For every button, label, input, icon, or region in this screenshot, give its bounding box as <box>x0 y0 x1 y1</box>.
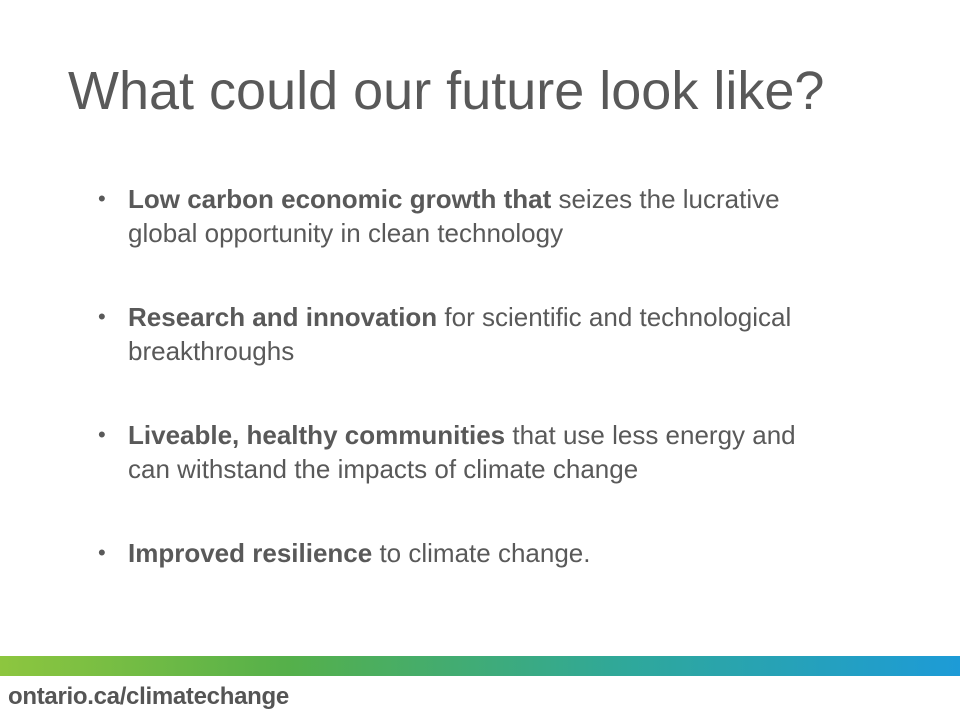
bullet-bold-text: Research and innovation <box>128 302 438 332</box>
footer-gradient-bar <box>0 656 960 676</box>
slide-title: What could our future look like? <box>68 61 825 121</box>
bullet-list: • Low carbon economic growth that seizes … <box>98 182 818 570</box>
bullet-item-research-innovation: • Research and innovation for scientific … <box>98 300 818 368</box>
bullet-dot-icon: • <box>98 540 106 565</box>
bullet-dot-icon: • <box>98 422 106 447</box>
bullet-text: for scientific and technological breakth… <box>128 302 792 366</box>
footer-url: ontario.ca/climatechange <box>8 683 289 710</box>
bullet-text: to climate change. <box>372 538 591 568</box>
bullet-item-low-carbon-growth: • Low carbon economic growth that seizes … <box>98 182 818 250</box>
bullet-text: seizes the lucrative global opportunity … <box>128 184 780 248</box>
bullet-bold-text: Liveable, healthy communities <box>128 420 506 450</box>
bullet-dot-icon: • <box>98 186 106 211</box>
bullet-dot-icon: • <box>98 304 106 329</box>
bullet-bold-text: Low carbon economic growth that <box>128 184 552 214</box>
bullet-item-liveable-communities: • Liveable, healthy communities that use … <box>98 418 818 486</box>
bullet-bold-text: Improved resilience <box>128 538 373 568</box>
bullet-item-improved-resilience: • Improved resilience to climate change. <box>98 536 818 570</box>
bullet-text: that use less energy and can withstand t… <box>128 420 796 484</box>
